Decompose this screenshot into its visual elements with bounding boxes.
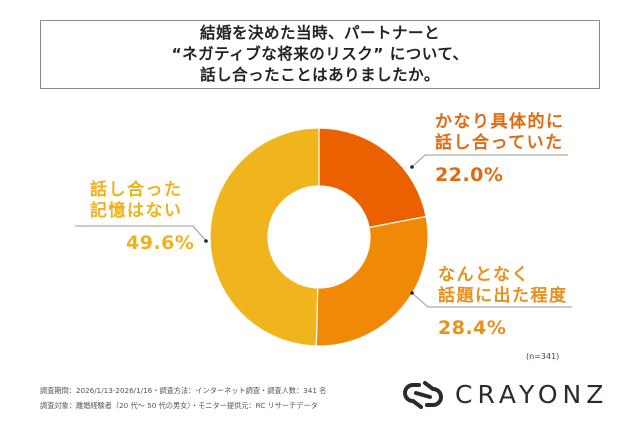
slice-somewhat (315, 215, 429, 347)
label-somewhat-line1: なんとなく (438, 265, 530, 285)
leader-dot-none (204, 239, 208, 243)
chart-title-box: 結婚を決めた当時、パートナーと “ネガティブな将来のリスク” について、 話し合… (40, 20, 600, 89)
label-none-line1: 話し合った (90, 180, 183, 200)
slice-none (209, 127, 320, 347)
label-concrete-line1: かなり具体的に (435, 112, 565, 132)
label-concrete-line2: 話し合っていた (435, 133, 564, 153)
crayonz-logo-icon (403, 380, 443, 409)
label-concrete: かなり具体的に 話し合っていた 22.0% (435, 112, 565, 186)
title-line-1: 結婚を決めた当時、パートナーと (199, 24, 440, 42)
leader-dot-somewhat (410, 291, 414, 295)
leader-lines (75, 154, 572, 308)
label-somewhat-line2: 話題に出た程度 (438, 286, 568, 306)
label-concrete-value: 22.0% (435, 164, 504, 186)
label-none-line2: 記憶はない (90, 201, 183, 221)
label-none: 話し合った 記憶はない 49.6% (90, 180, 194, 254)
brand-name: CRAYONZ (455, 380, 609, 409)
label-somewhat: なんとなく 話題に出た程度 28.4% (438, 265, 568, 339)
label-somewhat-value: 28.4% (438, 317, 507, 339)
footer-survey-line2: 調査対象：離婚経験者（20 代〜 50 代の男女）・モニター提供元：RC リサー… (40, 401, 318, 410)
footer-survey-line1: 調査期間：2026/1/13-2026/1/16・調査方法：インターネット調査・… (40, 386, 327, 395)
label-none-value: 49.6% (126, 232, 195, 254)
sample-size-note: (n=341) (526, 352, 560, 361)
title-line-2: “ネガティブな将来のリスク” について、 (171, 45, 469, 63)
slice-concrete (318, 127, 427, 229)
brand-logo: CRAYONZ (403, 380, 608, 409)
title-line-3: 話し合ったことはありましたか。 (200, 66, 440, 84)
leader-dot-concrete (410, 165, 414, 169)
